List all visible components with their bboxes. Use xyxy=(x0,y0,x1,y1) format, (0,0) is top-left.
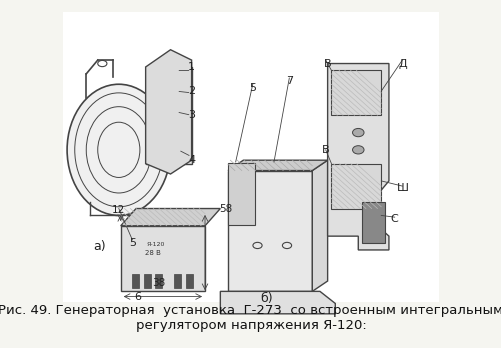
Text: 28 В: 28 В xyxy=(145,251,161,256)
Bar xyxy=(331,70,381,115)
Ellipse shape xyxy=(174,249,185,258)
Ellipse shape xyxy=(134,249,145,258)
Text: Ш: Ш xyxy=(396,183,407,193)
Text: Д: Д xyxy=(397,58,406,69)
FancyBboxPatch shape xyxy=(120,226,204,291)
Ellipse shape xyxy=(169,112,179,118)
Polygon shape xyxy=(327,64,388,250)
Text: 3: 3 xyxy=(188,110,195,120)
Text: б): б) xyxy=(260,292,272,305)
Bar xyxy=(185,274,192,288)
Bar xyxy=(132,274,139,288)
Polygon shape xyxy=(145,50,191,174)
Text: 12: 12 xyxy=(112,205,125,215)
Polygon shape xyxy=(120,208,220,226)
Ellipse shape xyxy=(67,84,170,215)
Ellipse shape xyxy=(169,78,179,84)
Polygon shape xyxy=(227,160,327,171)
Text: 5: 5 xyxy=(249,83,256,93)
Text: 38: 38 xyxy=(152,278,165,288)
Bar xyxy=(174,274,181,288)
Ellipse shape xyxy=(352,128,363,137)
Bar xyxy=(155,274,162,288)
Ellipse shape xyxy=(352,146,363,154)
Text: 7: 7 xyxy=(285,76,292,86)
Text: В: В xyxy=(323,58,331,69)
Text: 6: 6 xyxy=(134,292,141,302)
Bar xyxy=(227,171,312,291)
Text: В: В xyxy=(321,145,329,155)
Text: регулятором напряжения Я-120:: регулятором напряжения Я-120: xyxy=(135,319,366,332)
Polygon shape xyxy=(220,291,335,314)
Text: Я-120: Я-120 xyxy=(146,242,165,247)
Text: 2: 2 xyxy=(188,86,195,96)
Text: 1: 1 xyxy=(188,62,195,72)
Polygon shape xyxy=(312,160,327,291)
Ellipse shape xyxy=(169,95,179,101)
Text: 5: 5 xyxy=(128,238,135,248)
Text: Рис. 49. Генераторная  установка  Г-273  со встроенным интегральным: Рис. 49. Генераторная установка Г-273 со… xyxy=(0,304,501,317)
Bar xyxy=(361,201,384,243)
Ellipse shape xyxy=(169,130,179,135)
Text: С: С xyxy=(390,214,398,224)
Bar xyxy=(331,164,381,208)
Text: 58: 58 xyxy=(219,204,232,214)
Text: 4: 4 xyxy=(188,155,195,165)
Bar xyxy=(143,274,150,288)
FancyBboxPatch shape xyxy=(63,12,438,302)
Bar xyxy=(145,67,191,164)
Text: а): а) xyxy=(93,240,106,253)
Bar xyxy=(227,163,255,225)
